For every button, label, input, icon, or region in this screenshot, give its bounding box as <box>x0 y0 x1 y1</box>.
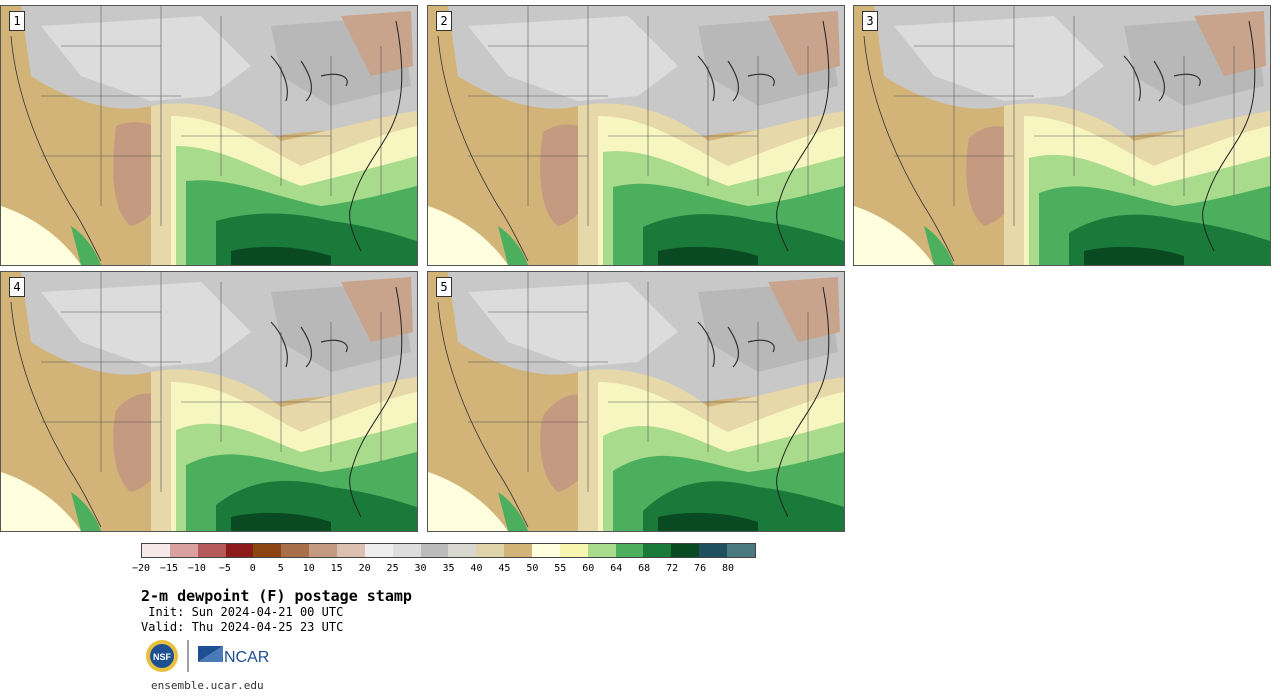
ncar-logo-icon: NCAR <box>198 646 269 666</box>
panel-number: 4 <box>9 277 25 297</box>
colorbar-tick-label: 40 <box>470 563 483 574</box>
colorbar-swatch <box>671 544 700 557</box>
nsf-logo-icon: NSF <box>146 640 178 672</box>
colorbar-tick-label: 50 <box>526 563 539 574</box>
colorbar-tick-label: 72 <box>666 563 679 574</box>
colorbar-swatch <box>420 544 449 557</box>
colorbar-swatch <box>615 544 644 557</box>
dewpoint-map-3 <box>854 6 1270 265</box>
panel-number: 5 <box>436 277 452 297</box>
colorbar-tick-label: 5 <box>277 563 284 574</box>
logos: NSF NCAR <box>146 640 269 672</box>
colorbar-tick-label: 15 <box>330 563 343 574</box>
dewpoint-map-5 <box>428 272 844 531</box>
colorbar-tick-label: −10 <box>187 563 206 574</box>
map-panel-4: 4 <box>0 271 418 532</box>
nsf-logo-text: NSF <box>153 652 172 662</box>
map-panel-1: 1 <box>0 5 418 266</box>
colorbar-swatch <box>727 544 755 557</box>
colorbar-tick-label: 35 <box>442 563 455 574</box>
map-panel-2: 2 <box>427 5 845 266</box>
colorbar-swatch <box>532 544 560 557</box>
colorbar-swatch <box>587 544 616 557</box>
colorbar-tick-label: 25 <box>386 563 399 574</box>
colorbar-tick-label: 45 <box>498 563 511 574</box>
colorbar-swatch <box>559 544 588 557</box>
map-panel-3: 3 <box>853 5 1271 266</box>
colorbar-swatch <box>281 544 310 557</box>
colorbar-swatch <box>309 544 338 557</box>
colorbar-swatch <box>476 544 505 557</box>
colorbar <box>141 543 756 558</box>
colorbar-swatch <box>225 544 254 557</box>
panel-number: 1 <box>9 11 25 31</box>
colorbar-swatch <box>253 544 282 557</box>
ncar-logo-text: NCAR <box>224 649 269 666</box>
panel-number: 2 <box>436 11 452 31</box>
colorbar-tick-label: −15 <box>159 563 178 574</box>
colorbar-tick-label: −5 <box>218 563 231 574</box>
colorbar-swatch <box>364 544 393 557</box>
colorbar-tick-label: 10 <box>302 563 315 574</box>
colorbar-tick-label: 64 <box>610 563 623 574</box>
colorbar-tick-label: 68 <box>638 563 651 574</box>
colorbar-tick-label: 80 <box>722 563 735 574</box>
colorbar-swatch <box>699 544 728 557</box>
colorbar-swatch <box>504 544 533 557</box>
colorbar-swatch <box>169 544 198 557</box>
colorbar-tick-label: 76 <box>694 563 707 574</box>
dewpoint-map-4 <box>1 272 417 531</box>
colorbar-tick-label: 20 <box>358 563 371 574</box>
colorbar-swatch <box>197 544 226 557</box>
site-url: ensemble.ucar.edu <box>151 679 264 692</box>
colorbar-tick-label: 60 <box>582 563 595 574</box>
colorbar-swatch <box>643 544 672 557</box>
colorbar-tick-label: 55 <box>554 563 567 574</box>
colorbar-swatch <box>448 544 477 557</box>
init-time: Init: Sun 2024-04-21 00 UTC <box>141 605 344 619</box>
map-panel-5: 5 <box>427 271 845 532</box>
dewpoint-map-2 <box>428 6 844 265</box>
colorbar-tick-label: 30 <box>414 563 427 574</box>
colorbar-swatch <box>337 544 365 557</box>
colorbar-tick-label: 0 <box>249 563 256 574</box>
colorbar-swatch <box>392 544 421 557</box>
dewpoint-map-1 <box>1 6 417 265</box>
colorbar-swatch <box>142 544 170 557</box>
page-title: 2-m dewpoint (F) postage stamp <box>141 587 412 605</box>
panel-number: 3 <box>862 11 878 31</box>
colorbar-tick-label: −20 <box>131 563 151 574</box>
valid-time: Valid: Thu 2024-04-25 23 UTC <box>141 620 344 634</box>
colorbar-ticks: −20 −15 −10 −5 0 5 10 15 20 25 30 35 40 45 50 55 60 64 68 7… <box>132 563 756 577</box>
